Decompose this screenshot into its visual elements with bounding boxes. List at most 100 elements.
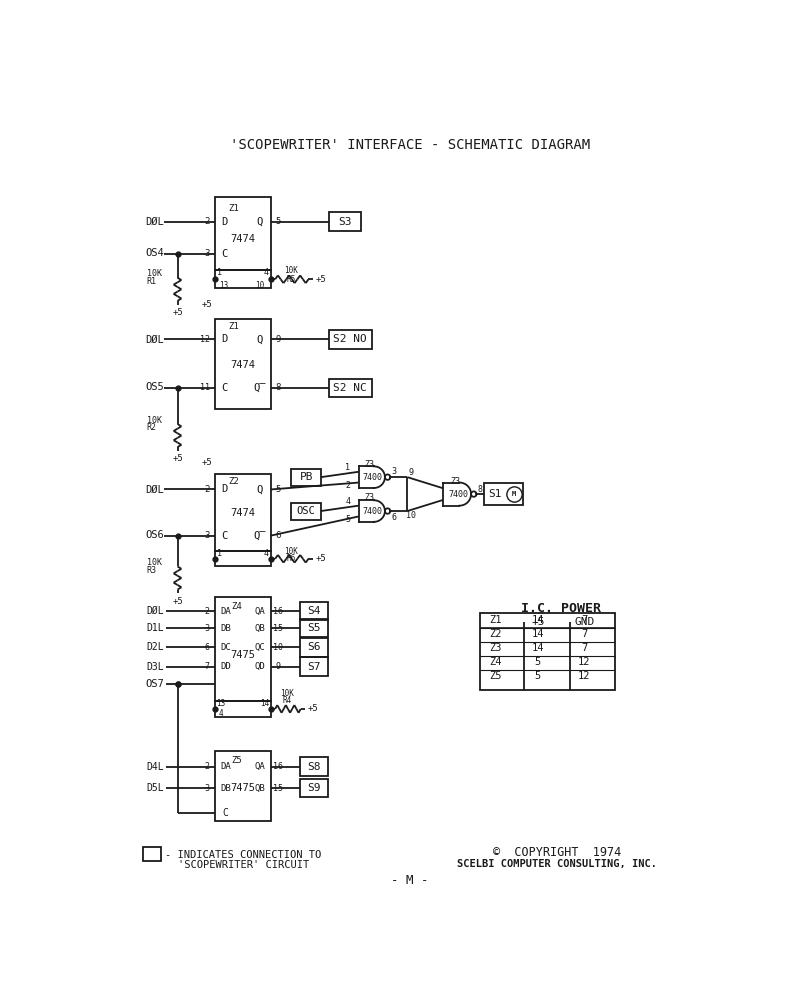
Text: 9: 9 — [276, 662, 281, 671]
Bar — [214, 597, 270, 701]
Bar — [300, 757, 328, 776]
Text: Z2: Z2 — [489, 629, 502, 639]
Bar — [214, 551, 270, 566]
Text: 6: 6 — [275, 531, 281, 540]
Text: 5: 5 — [346, 515, 350, 524]
Text: D2L: D2L — [146, 642, 164, 652]
Text: 13: 13 — [216, 699, 226, 708]
Text: 1: 1 — [217, 268, 222, 277]
Bar — [300, 638, 328, 656]
Bar — [329, 212, 361, 231]
Text: 3: 3 — [205, 623, 210, 632]
Text: C: C — [222, 249, 228, 259]
Text: DØL: DØL — [146, 217, 164, 227]
Bar — [214, 751, 270, 820]
Text: 12: 12 — [200, 335, 210, 344]
Text: S6: S6 — [307, 642, 321, 652]
Bar — [300, 779, 328, 797]
Text: R1: R1 — [146, 277, 157, 286]
Text: D: D — [222, 217, 228, 227]
Text: I.C. POWER: I.C. POWER — [521, 602, 601, 615]
Text: S3: S3 — [338, 217, 352, 227]
Text: Z5: Z5 — [489, 670, 502, 681]
Text: 1: 1 — [217, 548, 222, 557]
Text: 7400: 7400 — [448, 490, 468, 499]
Text: +5: +5 — [172, 308, 183, 317]
Text: PB: PB — [299, 473, 313, 483]
Text: S7: S7 — [307, 661, 321, 671]
Text: S8: S8 — [307, 761, 321, 771]
Text: SCELBI COMPUTER CONSULTING, INC.: SCELBI COMPUTER CONSULTING, INC. — [458, 859, 658, 869]
Text: Q: Q — [257, 335, 262, 345]
Text: Q: Q — [257, 485, 262, 495]
Text: Z3: Z3 — [365, 460, 374, 469]
Text: R2: R2 — [146, 424, 157, 433]
Text: 4: 4 — [263, 268, 268, 277]
Text: 8: 8 — [478, 485, 483, 494]
Text: 6: 6 — [205, 642, 210, 651]
Text: R5: R5 — [287, 275, 296, 284]
Text: 7400: 7400 — [363, 506, 383, 515]
Text: Z1: Z1 — [228, 322, 238, 331]
Text: 7475: 7475 — [230, 783, 255, 793]
Text: 2: 2 — [205, 606, 210, 615]
Text: 16: 16 — [274, 606, 283, 615]
Text: S2 NC: S2 NC — [334, 383, 367, 393]
Text: 5: 5 — [534, 657, 541, 667]
Text: 7474: 7474 — [230, 507, 255, 517]
Text: D4L: D4L — [146, 761, 164, 771]
Text: OS6: OS6 — [146, 529, 164, 539]
Text: S1: S1 — [488, 490, 502, 500]
Text: D5L: D5L — [146, 783, 164, 793]
Text: QB: QB — [254, 784, 265, 793]
Text: 10: 10 — [255, 281, 264, 290]
Bar — [329, 379, 372, 397]
Text: 16: 16 — [274, 762, 283, 771]
Text: 10K: 10K — [285, 546, 298, 555]
Text: 'SCOPEWRITER' INTERFACE - SCHEMATIC DIAGRAM: 'SCOPEWRITER' INTERFACE - SCHEMATIC DIAG… — [230, 138, 590, 152]
Text: 10K: 10K — [285, 267, 298, 276]
Text: 7475: 7475 — [230, 650, 255, 660]
Text: 6: 6 — [392, 512, 397, 521]
Text: C: C — [222, 383, 228, 393]
Text: 7: 7 — [582, 643, 587, 653]
Bar — [300, 657, 328, 675]
Text: Z3: Z3 — [489, 643, 502, 653]
Text: R4: R4 — [283, 696, 292, 705]
Text: 2: 2 — [204, 485, 210, 494]
Text: S2 NO: S2 NO — [334, 335, 367, 345]
Text: GND: GND — [574, 617, 594, 627]
Text: DØL: DØL — [146, 335, 164, 345]
Text: 4: 4 — [346, 498, 350, 506]
Text: Q̅: Q̅ — [254, 530, 266, 540]
Text: DA: DA — [220, 762, 231, 771]
Bar — [214, 270, 270, 288]
Text: 4: 4 — [263, 548, 268, 557]
Text: 10: 10 — [406, 511, 416, 520]
Text: +5: +5 — [172, 455, 183, 464]
Text: Q: Q — [257, 217, 262, 227]
Bar — [484, 484, 523, 504]
Text: DD: DD — [220, 662, 231, 671]
Text: +5: +5 — [308, 704, 318, 713]
Text: 7474: 7474 — [230, 360, 255, 370]
Text: 5: 5 — [275, 485, 281, 494]
Text: QB: QB — [254, 623, 265, 632]
Text: Z1: Z1 — [489, 615, 502, 625]
Text: QA: QA — [254, 762, 265, 771]
Text: 14: 14 — [532, 643, 544, 653]
Text: OS4: OS4 — [146, 248, 164, 258]
Text: D1L: D1L — [146, 623, 164, 633]
Bar — [214, 475, 270, 551]
Bar — [480, 612, 615, 689]
Text: 9: 9 — [409, 469, 414, 478]
Text: 14: 14 — [532, 629, 544, 639]
Text: S4: S4 — [307, 606, 321, 616]
Text: 15: 15 — [274, 623, 283, 632]
Bar — [142, 847, 162, 860]
Text: 15: 15 — [274, 784, 283, 793]
Text: 8: 8 — [275, 384, 281, 393]
Text: 1: 1 — [346, 464, 350, 473]
Text: 2: 2 — [204, 217, 210, 226]
Text: Z1: Z1 — [228, 204, 238, 213]
